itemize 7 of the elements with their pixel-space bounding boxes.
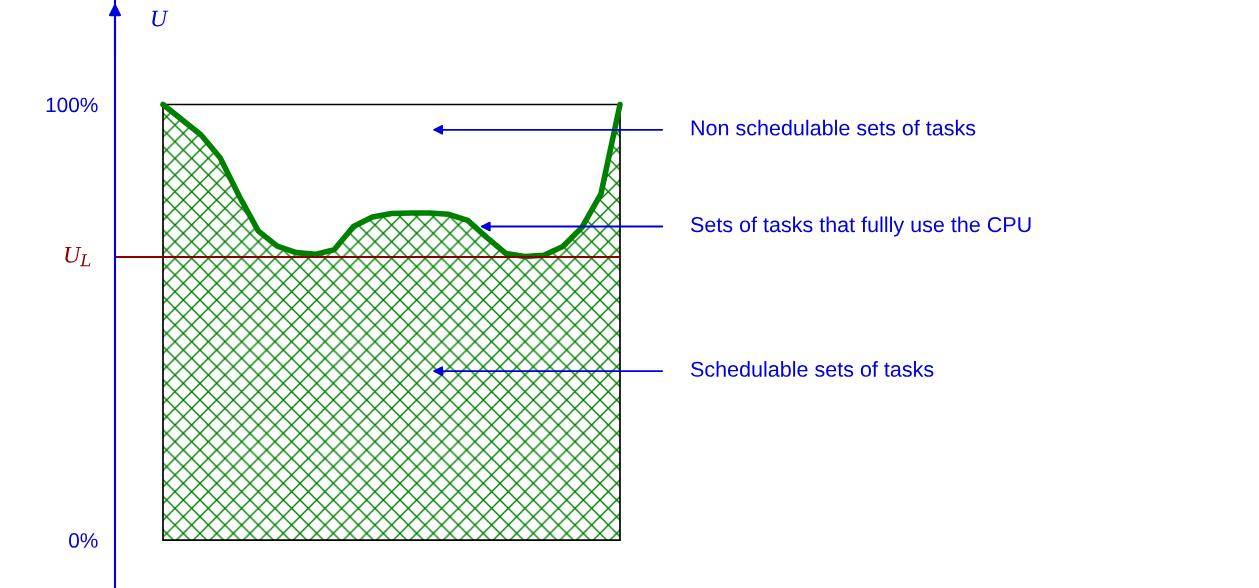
y-axis-title: U xyxy=(152,10,169,27)
text: Non schedulable sets of tasks xyxy=(691,119,976,136)
text: Schedulable sets of tasks xyxy=(690,361,934,377)
ref-line-label: U$_{L}$ xyxy=(65,247,91,267)
text: Sets of tasks that fullly use the CPU xyxy=(690,216,1031,237)
y-tick-label: 0% xyxy=(69,533,98,548)
y-tick-label: 100% xyxy=(46,97,98,113)
